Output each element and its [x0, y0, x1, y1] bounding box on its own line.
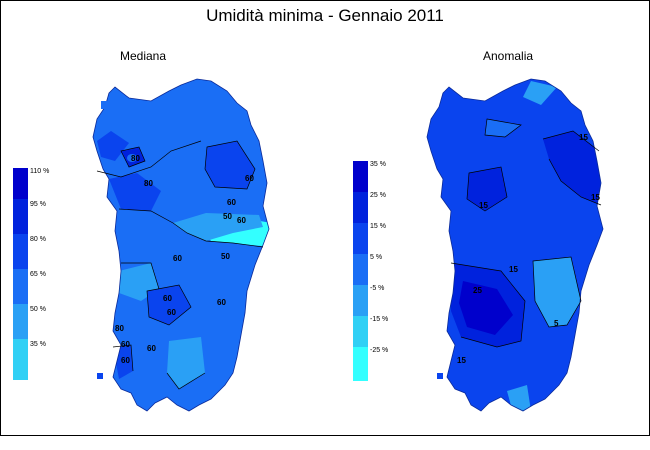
legend-swatch	[13, 234, 28, 269]
contour-label: 60	[167, 308, 176, 317]
map-zone-dark	[109, 173, 161, 211]
islet	[97, 373, 103, 379]
contour-label: 50	[221, 252, 230, 261]
contour-label: 15	[457, 356, 466, 365]
island-outline	[92, 78, 270, 412]
contour-label: 60	[217, 298, 226, 307]
legend-tick: 35 %	[30, 341, 46, 348]
legend-tick: 15 %	[370, 223, 386, 230]
legend-swatch	[353, 285, 368, 316]
contour-label: 60	[163, 294, 172, 303]
contour-lines	[96, 140, 264, 390]
contour-label: 60	[147, 344, 156, 353]
legend-tick: 5 %	[370, 254, 383, 261]
legend-tick: -25 %	[370, 347, 389, 354]
legend-tick: 95 %	[30, 201, 46, 208]
panel-subtitle-anomalia: Anomalia	[483, 49, 534, 63]
legend-swatch	[13, 269, 28, 304]
map-zone-light	[167, 337, 205, 389]
legend-swatch	[13, 199, 28, 234]
legend-tick: 65 %	[30, 271, 46, 278]
map-zone-dark	[205, 141, 255, 189]
legend-anomalia: 35 % 25 % 15 % 5 % -5 % -15 % -25 %	[353, 161, 413, 381]
figure-title: Umidità minima - Gennaio 2011	[206, 6, 444, 25]
legend-swatch	[353, 316, 368, 347]
map-anomalia: 15 15 15 15 25 5 15	[426, 78, 604, 412]
legend-tick: 35 %	[370, 161, 386, 168]
legend-swatch	[353, 161, 368, 192]
map-zone-light	[533, 257, 581, 327]
map-zone-dark	[97, 131, 129, 161]
contour-label: 60	[227, 198, 236, 207]
contour-label: 60	[237, 216, 246, 225]
contour-labels: 15 15 15 15 25 5 15	[457, 133, 600, 365]
contour-label: 80	[144, 179, 153, 188]
legend-swatch	[13, 339, 28, 380]
maps-canvas: 80 80 60 60 60 60 50 50 60 60 60 80 60 6…	[92, 78, 604, 412]
legend-tick: 110 %	[30, 168, 50, 175]
map-zone-dark	[147, 285, 191, 325]
contour-label: 15	[579, 133, 588, 142]
contour-label: 15	[591, 193, 600, 202]
island-outline	[426, 78, 604, 412]
legend-tick: 25 %	[370, 192, 386, 199]
legend-swatch	[353, 254, 368, 285]
map-zone-darkest	[459, 281, 513, 335]
legend-swatch	[13, 168, 28, 199]
legend-tick: -15 %	[370, 316, 389, 323]
legend-tick: -5 %	[370, 285, 385, 292]
contour-lines	[450, 118, 602, 348]
contour-label: 60	[121, 356, 130, 365]
legend-tick: 80 %	[30, 236, 46, 243]
map-zone-local	[127, 154, 137, 162]
islet	[437, 373, 443, 379]
map-zone-dark	[543, 131, 601, 205]
map-zone-dark	[467, 167, 507, 211]
map-fill-base	[427, 79, 603, 411]
islet	[441, 101, 447, 109]
legend-swatch	[353, 223, 368, 254]
contour-label: 50	[223, 212, 232, 221]
map-zone-light	[173, 213, 263, 241]
contour-label: 60	[245, 174, 254, 183]
map-zone-light	[523, 81, 557, 105]
contour-label: 80	[115, 324, 124, 333]
islet	[101, 101, 107, 109]
contour-label: 15	[479, 201, 488, 210]
figure-frame: Umidità minima - Gennaio 2011 Mediana An…	[0, 0, 650, 436]
panel-subtitle-mediana: Mediana	[120, 49, 167, 63]
contour-label: 25	[473, 286, 482, 295]
map-mediana: 80 80 60 60 60 60 50 50 60 60 60 80 60 6…	[92, 78, 270, 412]
legend-mediana: 110 % 95 % 80 % 65 % 50 % 35 %	[13, 168, 73, 380]
contour-label: 60	[121, 340, 130, 349]
contour-labels: 80 80 60 60 60 60 50 50 60 60 60 80 60 6…	[115, 154, 254, 365]
legend-tick: 50 %	[30, 306, 46, 313]
contour-label: 60	[173, 254, 182, 263]
contour-label: 5	[554, 319, 559, 328]
contour-label: 80	[131, 154, 140, 163]
legend-swatch	[13, 304, 28, 339]
legend-swatch	[353, 347, 368, 381]
contour-label: 15	[509, 265, 518, 274]
legend-swatch	[353, 192, 368, 223]
